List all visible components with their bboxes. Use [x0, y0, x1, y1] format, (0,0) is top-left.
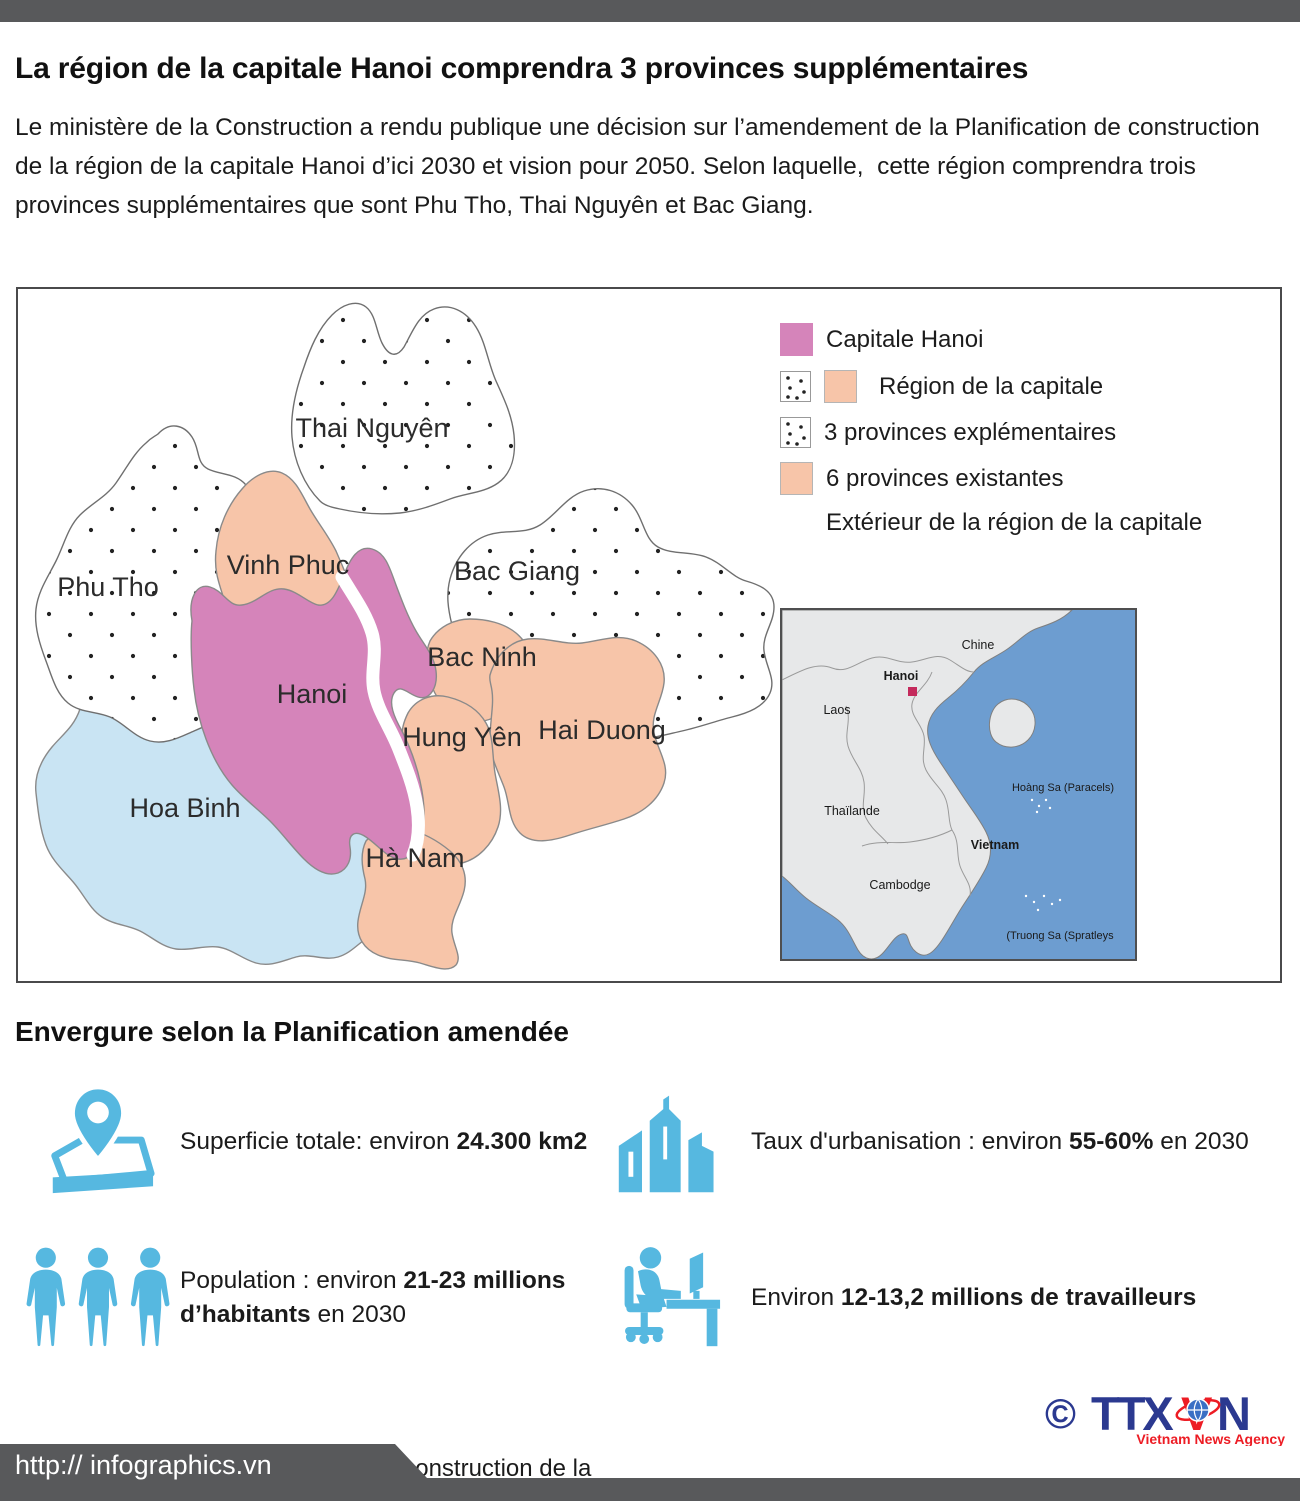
stat-population: Population : environ 21-23 millions d’ha… [15, 1228, 600, 1368]
globe-icon [1175, 1398, 1221, 1422]
top-bar [0, 0, 1300, 22]
legend-row-existing: 6 provinces existantes [780, 462, 1202, 495]
inset-label-vietnam: Vietnam [971, 838, 1019, 852]
people-icon [15, 1242, 180, 1354]
indochina-landmass [782, 610, 1073, 959]
stat-travailleurs: Environ 12-13,2 millions de travailleurs [605, 1228, 1295, 1368]
inset-label-hanoi: Hanoi [884, 669, 919, 683]
map-label-hanoi: Hanoi [277, 679, 348, 709]
peach-swatch [780, 462, 813, 495]
map-label-hung-yen: Hung Yên [402, 722, 522, 752]
map-label-ha-nam: Hà Nam [365, 843, 464, 873]
inset-label-cambodge: Cambodge [869, 878, 930, 892]
capital-swatch [780, 323, 813, 356]
province-ha-nam [357, 826, 466, 970]
page-title: La région de la capitale Hanoi comprendr… [15, 52, 1029, 85]
map-pin-icon [15, 1083, 180, 1201]
legend-label: 6 provinces existantes [826, 464, 1064, 492]
map-label-bac-ninh: Bac Ninh [427, 642, 537, 672]
country-borders [782, 656, 975, 897]
legend-row-region: Région de la capitale [780, 370, 1202, 403]
stat-urbanisation: Taux d'urbanisation : environ 55-60% en … [605, 1072, 1295, 1212]
inset-label-laos: Laos [823, 703, 850, 717]
legend-label: Capitale Hanoi [826, 325, 984, 353]
peach-swatch [824, 370, 857, 403]
inset-label-thailande: Thaïlande [824, 804, 880, 818]
province-thai-nguyen [290, 302, 516, 515]
legend-row-additional: 3 provinces explémentaires [780, 417, 1202, 448]
map-label-hai-duong: Hai Duong [538, 715, 666, 745]
provinces-map: Thai Nguyên Phu Tho Bac Giang Vinh Phuc … [34, 302, 775, 970]
map-panel: Thai Nguyên Phu Tho Bac Giang Vinh Phuc … [16, 287, 1282, 983]
inset-label-paracels: Hoàng Sa (Paracels) [1012, 782, 1114, 794]
logo-subtitle: Vietnam News Agency [1136, 1431, 1285, 1446]
vietnam-inset-map: Chine Hanoi Laos Thaïlande Cambodge Viet… [780, 608, 1137, 961]
red-river [335, 570, 425, 862]
map-label-hoa-binh: Hoa Binh [129, 793, 240, 823]
legend-label: Région de la capitale [879, 372, 1104, 400]
map-label-phu-tho: Phu Tho [57, 572, 159, 602]
hanoi-marker [908, 687, 917, 696]
logo-n: N [1217, 1387, 1251, 1440]
stat-urbanisation-text: Taux d'urbanisation : environ 55-60% en … [751, 1128, 1249, 1155]
stat-travailleurs-text: Environ 12-13,2 millions de travailleurs [751, 1284, 1197, 1311]
footer-bar: http:// infographics.vn [0, 1444, 1300, 1501]
legend-label: 3 provinces explémentaires [824, 418, 1117, 446]
dotted-swatch [780, 417, 811, 448]
inset-label-chine: Chine [962, 638, 995, 652]
map-label-thai-nguyen: Thai Nguyên [295, 413, 448, 443]
intro-paragraph: Le ministère de la Construction a rendu … [15, 114, 1267, 219]
dotted-swatch [780, 371, 811, 402]
inset-label-spratleys: (Truong Sa (Spratleys [1006, 930, 1114, 942]
map-legend: Capitale Hanoi Région de la capitale [780, 323, 1202, 537]
logo-ttx: TTX [1091, 1387, 1173, 1440]
worker-desk-icon [605, 1242, 737, 1354]
stat-superficie-text: Superficie totale: environ 24.300 km2 [180, 1128, 588, 1155]
hainan-island [989, 698, 1036, 748]
buildings-icon [605, 1084, 737, 1200]
stats-heading: Envergure selon la Planification amendée [15, 1016, 569, 1047]
legend-row-outside: Extérieur de la région de la capitale [780, 509, 1202, 537]
stat-population-text: Population : environ 21-23 millions d’ha… [180, 1267, 566, 1328]
legend-label: Extérieur de la région de la capitale [826, 509, 1203, 536]
spratly-islets [1024, 894, 1062, 912]
stat-superficie: Superficie totale: environ 24.300 km2 [15, 1072, 600, 1212]
paracel-islets [1030, 798, 1052, 814]
copyright-icon: © [1045, 1390, 1076, 1437]
footer-url[interactable]: http:// infographics.vn [15, 1450, 272, 1480]
legend-row-capital: Capitale Hanoi [780, 323, 1202, 356]
ttxvn-logo: © TTX V N Vietnam News Agency [1035, 1384, 1290, 1447]
map-label-vinh-phuc: Vinh Phuc [227, 550, 350, 580]
map-label-bac-giang: Bac Giang [454, 556, 580, 586]
